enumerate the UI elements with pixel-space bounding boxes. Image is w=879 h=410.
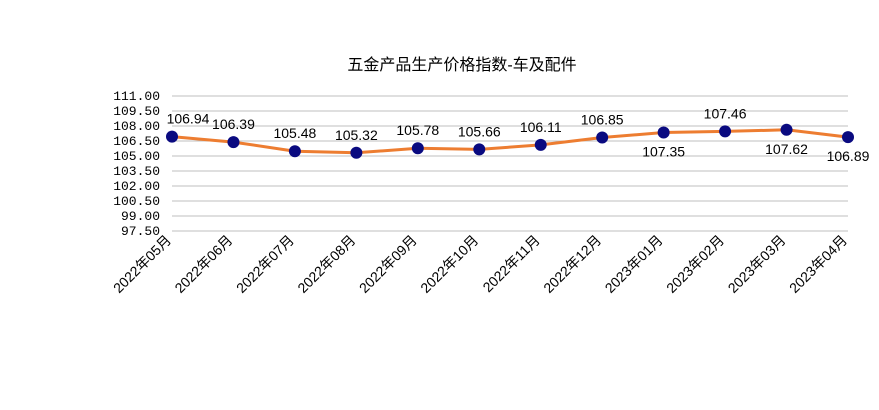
- data-label: 106.85: [581, 112, 624, 128]
- x-tick-label: 2022年09月: [356, 232, 420, 296]
- data-label: 107.35: [642, 144, 685, 160]
- y-tick-label: 100.50: [113, 194, 160, 209]
- marker: [534, 138, 547, 151]
- data-label: 105.48: [273, 125, 316, 141]
- y-tick-label: 106.50: [113, 134, 160, 149]
- data-label: 105.32: [335, 127, 378, 143]
- y-tick-label: 99.00: [121, 209, 160, 224]
- data-label: 105.66: [458, 123, 501, 139]
- line: [171, 128, 849, 155]
- x-tick-label: 2022年06月: [171, 232, 235, 296]
- data-label: 106.89: [827, 148, 870, 164]
- x-tick-label: 2023年01月: [602, 232, 666, 296]
- x-tick-label: 2022年07月: [233, 232, 297, 296]
- y-tick-label: 111.00: [113, 89, 160, 104]
- y-tick-label: 97.50: [121, 224, 160, 239]
- marker: [350, 146, 363, 159]
- x-tick-label: 2022年11月: [479, 232, 542, 295]
- marker: [288, 145, 301, 158]
- marker: [780, 123, 793, 136]
- marker: [473, 143, 486, 156]
- data-label: 106.39: [212, 116, 255, 132]
- marker: [227, 136, 240, 149]
- marker: [411, 142, 424, 155]
- data-label: 106.94: [167, 111, 210, 127]
- marker: [657, 126, 670, 139]
- x-tick-label: 2023年04月: [786, 232, 850, 296]
- x-tick-label: 2022年12月: [540, 232, 604, 296]
- data-label: 107.62: [765, 141, 808, 157]
- marker: [842, 131, 854, 144]
- x-tick-label: 2023年03月: [725, 232, 789, 296]
- marker: [166, 130, 178, 143]
- y-tick-label: 103.50: [113, 164, 160, 179]
- x-tick-label: 2022年05月: [110, 232, 174, 296]
- data-label: 107.46: [704, 105, 747, 121]
- x-tick-label: 2022年10月: [417, 232, 481, 296]
- y-tick-label: 109.50: [113, 104, 160, 119]
- x-tick-label: 2023年02月: [663, 232, 727, 296]
- marker: [596, 131, 609, 144]
- data-label: 106.11: [520, 119, 562, 135]
- data-label: 105.78: [396, 122, 439, 138]
- chart-title: 五金产品生产价格指数-车及配件: [347, 56, 576, 74]
- y-tick-label: 108.00: [113, 119, 160, 134]
- y-tick-label: 105.00: [113, 149, 160, 164]
- y-tick-label: 102.00: [113, 179, 160, 194]
- x-tick-label: 2022年08月: [294, 232, 358, 296]
- marker: [719, 125, 732, 138]
